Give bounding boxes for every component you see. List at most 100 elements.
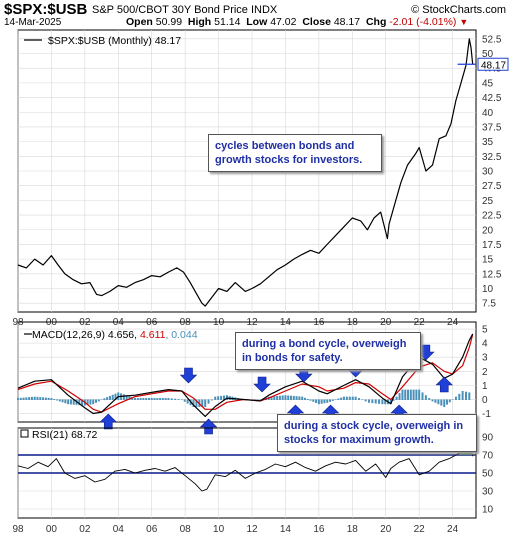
macd-hist-bar [139, 398, 142, 400]
macd-hist-bar [278, 395, 281, 400]
macd-y-tick-label: 5 [482, 325, 488, 336]
macd-hist-bar [131, 397, 134, 400]
price-y-tick-label: 32.5 [482, 152, 502, 163]
macd-hist-bar [17, 398, 19, 400]
macd-hist-bar [164, 398, 167, 400]
macd-hist-bar [69, 399, 72, 405]
brand-label: © StockCharts.com [411, 4, 506, 16]
price-y-tick-label: 25 [482, 196, 494, 207]
annotation-stock-cycle: during a stock cycle, overweigh in stock… [277, 414, 477, 452]
macd-hist-bar [273, 396, 276, 400]
close-value: 48.17 [333, 16, 361, 28]
macd-hist-bar [192, 399, 195, 408]
price-y-tick-label: 42.5 [482, 93, 502, 104]
macd-y-tick-label: 4 [482, 339, 488, 350]
macd-hist-bar [437, 399, 440, 405]
macd-hist-bar [428, 398, 431, 400]
arrow-up-icon [435, 376, 453, 393]
macd-hist-bar [468, 392, 471, 400]
macd-hist-bar [409, 389, 412, 400]
macd-hist-bar [150, 398, 153, 400]
low-value: 47.02 [270, 16, 297, 28]
quote-row: Open 50.99 High 51.14 Low 47.02 Close 48… [126, 16, 468, 28]
macd-hist-bar [95, 399, 98, 403]
macd-hist-bar [281, 395, 284, 400]
macd-hist-bar [177, 399, 180, 400]
macd-hist-bar [345, 396, 348, 400]
macd-hist-bar [292, 395, 295, 400]
macd-hist-bar [389, 399, 392, 405]
macd-hist-bar [395, 396, 398, 400]
macd-hist-bar [458, 393, 461, 400]
macd-hist-bar [431, 399, 434, 402]
macd-hist-bar [108, 395, 111, 400]
price-y-tick-label: 15 [482, 255, 494, 266]
price-y-tick-label: 30 [482, 167, 494, 178]
macd-hist-bar [326, 399, 329, 403]
price-series-line [17, 38, 474, 307]
rsi-y-tick-label: 90 [482, 433, 494, 444]
open-label: Open [126, 16, 153, 28]
macd-hist-bar [384, 399, 387, 405]
macd-hist-bar [167, 398, 170, 400]
macd-hist-bar [398, 393, 401, 400]
macd-hist-bar [354, 396, 357, 400]
macd-hist-bar [134, 398, 137, 400]
arrow-down-icon [253, 376, 271, 393]
macd-hist-bar [368, 399, 371, 403]
arrow-up-icon [199, 418, 218, 435]
macd-hist-bar [448, 399, 451, 403]
macd-hist-bar [174, 398, 177, 400]
macd-hist-bar [217, 396, 220, 400]
macd-hist-bar [170, 398, 173, 400]
macd-hist-bar [25, 397, 28, 400]
macd-hist-bar [201, 399, 204, 408]
macd-hist-bar [103, 398, 106, 400]
macd-hist-bar [451, 399, 454, 400]
down-triangle-icon: ▼ [459, 17, 469, 27]
annotation-bond-stock-cycles: cycles between bonds and growth stocks f… [208, 134, 382, 172]
macd-hist-bar [364, 399, 367, 402]
macd-hist-bar [392, 399, 395, 401]
macd-hist-bar [159, 398, 162, 400]
rsi-y-tick-label: 50 [482, 469, 494, 480]
macd-hist-bar [381, 399, 384, 405]
macd-hist-bar [404, 389, 407, 400]
macd-hist-bar [136, 398, 139, 400]
rsi-x-tick-label: 98 [12, 524, 24, 535]
macd-hist-bar [36, 396, 39, 400]
macd-hist-bar [323, 399, 326, 404]
price-y-tick-label: 52.5 [482, 34, 502, 45]
macd-y-tick-label: 0 [482, 395, 488, 406]
macd-hist-bar [256, 399, 259, 400]
rsi-x-tick-label: 12 [246, 524, 258, 535]
macd-hist-bar [421, 392, 424, 400]
arrow-down-icon [179, 367, 198, 384]
macd-hist-bar [50, 398, 53, 400]
macd-hist-bar [207, 399, 210, 404]
high-label: High [187, 16, 212, 28]
rsi-series-line [17, 440, 474, 492]
macd-legend-macd: MACD(12,26,9) 4.656, [32, 329, 140, 341]
macd-hist-bar [295, 396, 298, 400]
rsi-x-tick-label: 22 [414, 524, 426, 535]
macd-legend-hist: , 0.044 [165, 329, 197, 341]
price-y-tick-label: 22.5 [482, 211, 502, 222]
macd-hist-bar [22, 397, 25, 400]
macd-hist-bar [259, 399, 262, 400]
macd-hist-bar [204, 399, 207, 408]
macd-hist-bar [122, 394, 125, 400]
price-y-tick-label: 27.5 [482, 181, 502, 192]
price-y-tick-label: 40 [482, 108, 494, 119]
macd-hist-bar [446, 399, 449, 405]
rsi-y-tick-label: 70 [482, 451, 494, 462]
macd-hist-bar [320, 399, 323, 404]
macd-hist-bar [440, 399, 443, 406]
macd-hist-bar [30, 396, 33, 400]
rsi-y-tick-label: 30 [482, 487, 494, 498]
macd-hist-bar [161, 398, 164, 400]
macd-hist-bar [67, 399, 70, 405]
high-value: 51.14 [214, 16, 241, 28]
macd-hist-bar [461, 391, 464, 400]
macd-hist-bar [19, 397, 22, 400]
